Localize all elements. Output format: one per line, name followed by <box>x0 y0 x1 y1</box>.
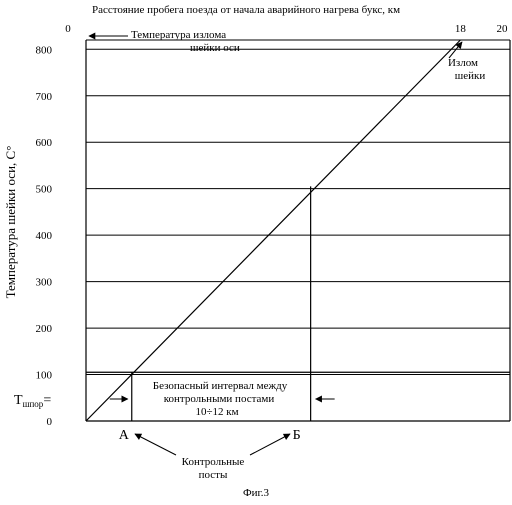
annotation-break-line1: Излом <box>448 57 478 69</box>
y-tick-labels: 0 100 200 300 400 500 600 700 800 <box>36 44 53 428</box>
y-tick-label: 600 <box>36 137 53 149</box>
y-tick-label: 400 <box>36 230 53 242</box>
y-tick-label: 0 <box>47 416 53 428</box>
annotation-interval-line3: 10÷12 км <box>195 406 238 418</box>
y-tick-label: 300 <box>36 277 53 289</box>
annotation-posts-line1: Контрольные <box>182 456 245 468</box>
y-tick-label: 500 <box>36 184 53 196</box>
annotation-interval-line1: Безопасный интервал между <box>153 380 288 392</box>
annotation-break-temp-line2: шейки оси <box>190 42 240 54</box>
post-marks: АБ <box>86 186 510 443</box>
series-lines <box>86 40 460 421</box>
y-axis-label: Температура шейки оси, С° <box>3 146 18 299</box>
annotation-interval-line2: контрольными постами <box>164 393 275 405</box>
y-tick-label: 100 <box>36 370 53 382</box>
series-line-0 <box>86 40 460 421</box>
arrow-post-b <box>250 434 290 455</box>
y-tick-label: 200 <box>36 323 53 335</box>
arrow-post-a <box>135 434 176 455</box>
post-a-label: А <box>119 428 130 443</box>
annotation-break-temp-line1: Температура излома <box>131 29 226 41</box>
post-b-label: Б <box>293 428 301 443</box>
chart-title: Расстояние пробега поезда от начала авар… <box>92 4 400 16</box>
grid-lines <box>86 40 510 421</box>
figure-label: Фиг.3 <box>243 487 270 499</box>
y-tick-label: 800 <box>36 44 53 56</box>
annotation-break-line2: шейки <box>455 70 486 82</box>
top-tick-label: 20 <box>497 23 509 35</box>
annotation-posts-line2: посты <box>199 469 228 481</box>
top-tick-label: 0 <box>65 23 71 35</box>
top-tick-label: 18 <box>455 23 467 35</box>
y-tick-label: 700 <box>36 91 53 103</box>
t-threshold-label: Тшпор= <box>14 393 51 409</box>
